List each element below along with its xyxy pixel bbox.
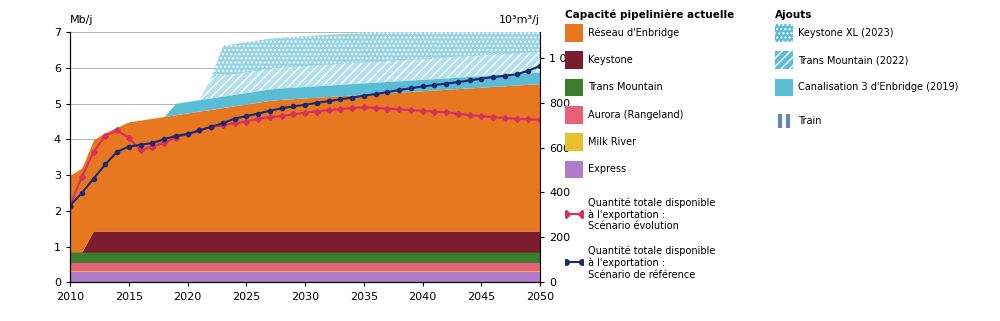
Text: Keystone: Keystone <box>588 55 633 65</box>
Text: Train: Train <box>798 116 822 126</box>
Text: Quantité totale disponible
à l'exportation :
Scénario de référence: Quantité totale disponible à l'exportati… <box>588 245 715 280</box>
Text: Aurora (Rangeland): Aurora (Rangeland) <box>588 110 683 120</box>
Text: Mb/j: Mb/j <box>70 14 94 25</box>
Text: Réseau d'Enbridge: Réseau d'Enbridge <box>588 28 679 38</box>
Text: 10³m³/j: 10³m³/j <box>499 14 540 25</box>
Text: Keystone XL (2023): Keystone XL (2023) <box>798 28 894 38</box>
Text: Capacité pipelinière actuelle: Capacité pipelinière actuelle <box>565 10 734 20</box>
Text: Trans Mountain: Trans Mountain <box>588 82 663 92</box>
Text: Express: Express <box>588 164 626 174</box>
Text: Ajouts: Ajouts <box>775 10 812 20</box>
Text: Milk River: Milk River <box>588 137 636 147</box>
Text: Quantité totale disponible
à l'exportation :
Scénario évolution: Quantité totale disponible à l'exportati… <box>588 197 715 231</box>
Text: Canalisation 3 d'Enbridge (2019): Canalisation 3 d'Enbridge (2019) <box>798 82 958 92</box>
Text: Trans Mountain (2022): Trans Mountain (2022) <box>798 55 908 65</box>
